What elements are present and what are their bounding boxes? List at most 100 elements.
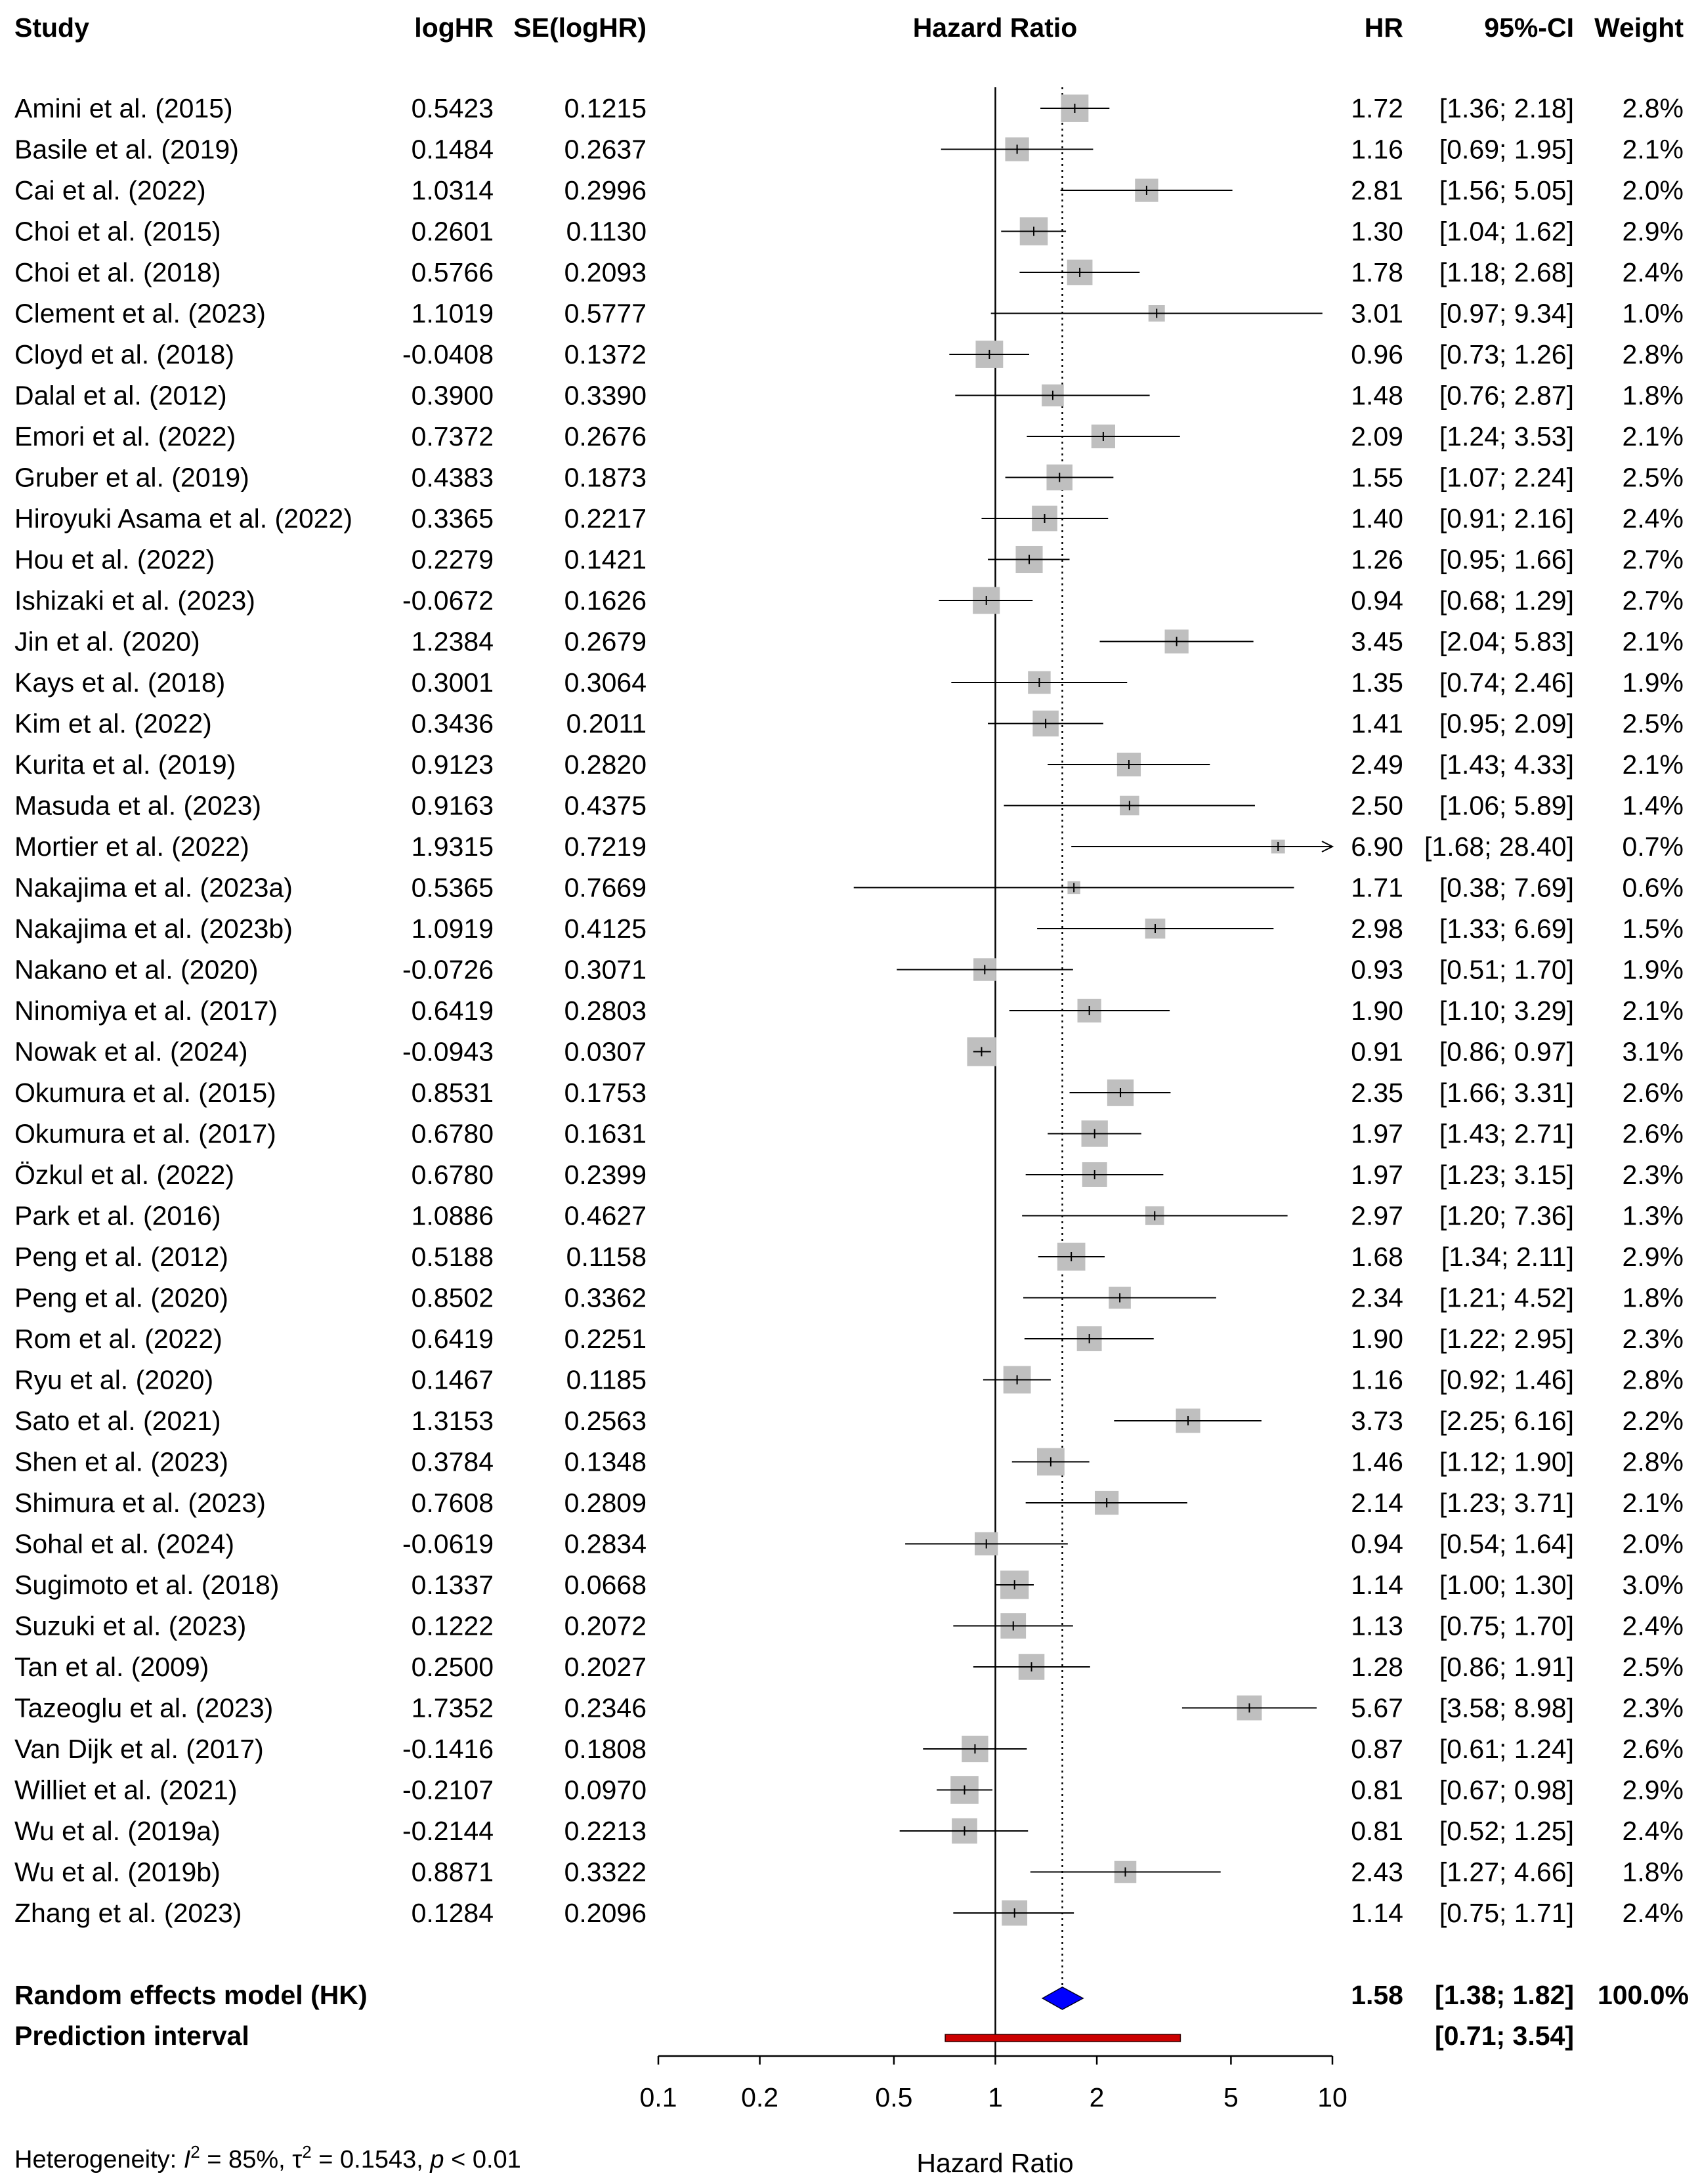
study-name: Zhang et al. (2023) xyxy=(14,1898,242,1928)
study-loghr: -0.2107 xyxy=(402,1775,494,1805)
study-hr: 1.14 xyxy=(1351,1570,1403,1600)
study-se: 0.2093 xyxy=(564,257,647,287)
study-hr: 1.71 xyxy=(1351,873,1403,903)
study-row: Cloyd et al. (2018) -0.0408 0.1372 0.96 [0.7… xyxy=(14,339,1684,369)
study-name: Shimura et al. (2023) xyxy=(14,1488,266,1518)
study-row: Wu et al. (2019a) -0.2144 0.2213 0.81 [0.52;… xyxy=(14,1816,1684,1846)
study-ci: [0.97; 9.34] xyxy=(1439,299,1574,329)
study-se: 0.2679 xyxy=(564,627,647,657)
study-ci: [0.91; 2.16] xyxy=(1439,503,1574,534)
study-hr: 0.94 xyxy=(1351,1529,1403,1559)
study-weight: 2.5% xyxy=(1623,1652,1684,1682)
study-loghr: 1.0919 xyxy=(412,914,494,944)
study-loghr: 0.6780 xyxy=(412,1119,494,1149)
x-axis-tick-label: 0.1 xyxy=(640,2082,677,2112)
header-weight: Weight xyxy=(1594,12,1684,43)
study-weight: 1.5% xyxy=(1623,914,1684,944)
pooled-hr: 1.58 xyxy=(1351,1980,1403,2010)
study-loghr: 0.1284 xyxy=(412,1898,494,1928)
study-weight: 2.4% xyxy=(1623,1898,1684,1928)
study-hr: 1.90 xyxy=(1351,1324,1403,1354)
study-row: Peng et al. (2020) 0.8502 0.3362 2.34 [1.21;… xyxy=(14,1283,1684,1313)
study-name: Kim et al. (2022) xyxy=(14,709,212,739)
study-se: 0.2072 xyxy=(564,1611,647,1641)
header-loghr: logHR xyxy=(414,12,494,43)
study-se: 0.1130 xyxy=(566,217,647,247)
study-ci: [0.73; 1.26] xyxy=(1439,339,1574,369)
study-weight: 1.4% xyxy=(1623,791,1684,821)
study-hr: 2.50 xyxy=(1351,791,1403,821)
study-loghr: 0.5188 xyxy=(412,1242,494,1272)
study-ci: [1.20; 7.36] xyxy=(1439,1201,1574,1231)
study-name: Kurita et al. (2019) xyxy=(14,749,236,780)
study-hr: 1.72 xyxy=(1351,93,1403,123)
study-se: 0.1185 xyxy=(566,1365,647,1395)
study-loghr: -0.0726 xyxy=(402,955,494,985)
prediction-ci: [0.71; 3.54] xyxy=(1435,2021,1574,2051)
header-se: SE(logHR) xyxy=(513,12,647,43)
study-name: Okumura et al. (2017) xyxy=(14,1119,276,1149)
study-loghr: 1.0886 xyxy=(412,1201,494,1231)
study-hr: 0.87 xyxy=(1351,1734,1403,1764)
study-row: Choi et al. (2018) 0.5766 0.2093 1.78 [1.18;… xyxy=(14,257,1684,287)
study-loghr: 0.2500 xyxy=(412,1652,494,1682)
study-row: Williet et al. (2021) -0.2107 0.0970 0.81 [0… xyxy=(14,1775,1684,1805)
study-rows: Amini et al. (2015) 0.5423 0.1215 1.72 [1.36… xyxy=(14,93,1684,1928)
study-row: Kim et al. (2022) 0.3436 0.2011 1.41 [0.95; … xyxy=(14,709,1684,739)
study-weight: 2.2% xyxy=(1623,1406,1684,1436)
study-hr: 0.96 xyxy=(1351,339,1403,369)
study-se: 0.2820 xyxy=(564,749,647,780)
study-row: Basile et al. (2019) 0.1484 0.2637 1.16 [0.6… xyxy=(14,135,1684,165)
study-weight: 2.3% xyxy=(1623,1324,1684,1354)
study-ci: [2.04; 5.83] xyxy=(1439,627,1574,657)
study-se: 0.1626 xyxy=(564,585,647,616)
study-hr: 2.81 xyxy=(1351,175,1403,205)
study-se: 0.1348 xyxy=(564,1447,647,1477)
study-se: 0.1372 xyxy=(564,339,647,369)
ci-arrow-icon xyxy=(1321,841,1334,852)
study-hr: 1.90 xyxy=(1351,996,1403,1026)
study-name: Cloyd et al. (2018) xyxy=(14,339,234,369)
study-loghr: 1.0314 xyxy=(412,175,494,205)
study-hr: 3.01 xyxy=(1351,299,1403,329)
study-row: Van Dijk et al. (2017) -0.1416 0.1808 0.87 [… xyxy=(14,1734,1684,1764)
study-row: Kurita et al. (2019) 0.9123 0.2820 2.49 [1.4… xyxy=(14,749,1684,780)
study-se: 0.2096 xyxy=(564,1898,647,1928)
study-loghr: -0.0619 xyxy=(402,1529,494,1559)
study-ci: [2.25; 6.16] xyxy=(1439,1406,1574,1436)
study-name: Choi et al. (2015) xyxy=(14,217,221,247)
study-weight: 2.0% xyxy=(1623,175,1684,205)
study-se: 0.2217 xyxy=(564,503,647,534)
study-weight: 2.9% xyxy=(1623,1242,1684,1272)
study-row: Masuda et al. (2023) 0.9163 0.4375 2.50 [1.0… xyxy=(14,791,1684,821)
study-loghr: 0.3001 xyxy=(412,667,494,698)
study-row: Okumura et al. (2017) 0.6780 0.1631 1.97 [1.… xyxy=(14,1119,1684,1149)
study-row: Sohal et al. (2024) -0.0619 0.2834 0.94 [0.5… xyxy=(14,1529,1684,1559)
study-hr: 1.30 xyxy=(1351,217,1403,247)
x-axis-tick-label: 0.5 xyxy=(875,2082,912,2112)
study-hr: 1.28 xyxy=(1351,1652,1403,1682)
study-hr: 0.94 xyxy=(1351,585,1403,616)
study-row: Hiroyuki Asama et al. (2022) 0.3365 0.2217… xyxy=(14,503,1684,534)
study-se: 0.1158 xyxy=(566,1242,647,1272)
study-ci: [1.04; 1.62] xyxy=(1439,217,1574,247)
study-se: 0.7219 xyxy=(564,831,647,862)
study-loghr: 1.1019 xyxy=(412,299,494,329)
study-loghr: 0.3900 xyxy=(412,381,494,411)
study-se: 0.2809 xyxy=(564,1488,647,1518)
study-weight: 1.8% xyxy=(1623,1857,1684,1887)
study-hr: 2.09 xyxy=(1351,421,1403,452)
x-axis-tick-label: 2 xyxy=(1090,2082,1105,2112)
study-ci: [1.06; 5.89] xyxy=(1439,791,1574,821)
study-name: Peng et al. (2012) xyxy=(14,1242,228,1272)
study-hr: 1.97 xyxy=(1351,1160,1403,1190)
study-name: Ninomiya et al. (2017) xyxy=(14,996,278,1026)
study-ci: [1.07; 2.24] xyxy=(1439,463,1574,493)
study-loghr: 0.5423 xyxy=(412,93,494,123)
study-name: Basile et al. (2019) xyxy=(14,135,239,165)
x-axis: 0.1 0.2 0.5 1 2 5 10 xyxy=(640,2055,1348,2112)
study-row: Hou et al. (2022) 0.2279 0.1421 1.26 [0.95; … xyxy=(14,545,1684,575)
study-row: Cai et al. (2022) 1.0314 0.2996 2.81 [1.56; … xyxy=(14,175,1684,205)
study-name: Masuda et al. (2023) xyxy=(14,791,261,821)
study-se: 0.2346 xyxy=(564,1693,647,1723)
